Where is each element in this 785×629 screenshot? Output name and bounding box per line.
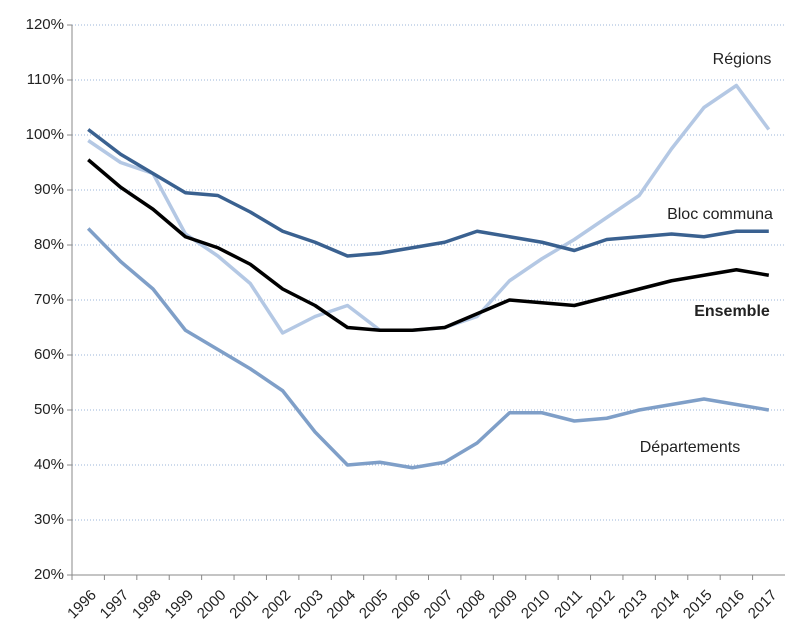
series-line [86,227,770,470]
x-tick-label: 2009 [486,587,522,623]
y-tick-label: 80% [34,236,64,253]
x-tick-label: 2006 [388,587,424,623]
y-tick-label: 110% [27,71,64,88]
x-tick-label: 1999 [161,587,197,623]
y-tick-label: 60% [34,346,64,363]
x-tick-label: 2001 [226,587,262,623]
x-tick-label: 2010 [518,587,554,623]
x-tick-label: 2003 [291,587,327,623]
x-tick-label: 2014 [648,587,684,623]
series-line [87,128,769,258]
x-tick-label: 2004 [323,587,359,623]
x-tick-label: 2016 [712,587,748,623]
x-tick-label: 2002 [259,587,295,623]
series-line [87,158,770,332]
x-tick-label: 2012 [583,587,619,623]
x-tick-label: 2015 [680,587,716,623]
x-tick-label: 1998 [129,587,165,623]
series-label: Bloc communa [667,206,773,223]
x-tick-label: 1996 [64,587,100,623]
x-tick-label: 1997 [97,587,133,623]
y-tick-label: 100% [26,126,64,143]
x-tick-label: 2000 [194,587,230,623]
x-tick-label: 2005 [356,587,392,623]
y-tick-label: 90% [34,181,64,198]
x-tick-label: 2008 [453,587,489,623]
series-label: Départements [640,439,741,456]
y-tick-label: 70% [34,291,64,308]
y-tick-label: 30% [34,511,64,528]
y-tick-label: 50% [34,401,64,418]
x-tick-label: 2007 [421,587,457,623]
y-tick-label: 20% [34,566,64,583]
y-tick-label: 120% [26,16,64,33]
x-tick-label: 2013 [615,587,651,623]
x-tick-label: 2017 [745,587,781,623]
y-tick-label: 40% [34,456,64,473]
x-tick-label: 2011 [551,587,586,622]
series-label: Régions [713,51,772,68]
series-label: Ensemble [694,303,770,320]
